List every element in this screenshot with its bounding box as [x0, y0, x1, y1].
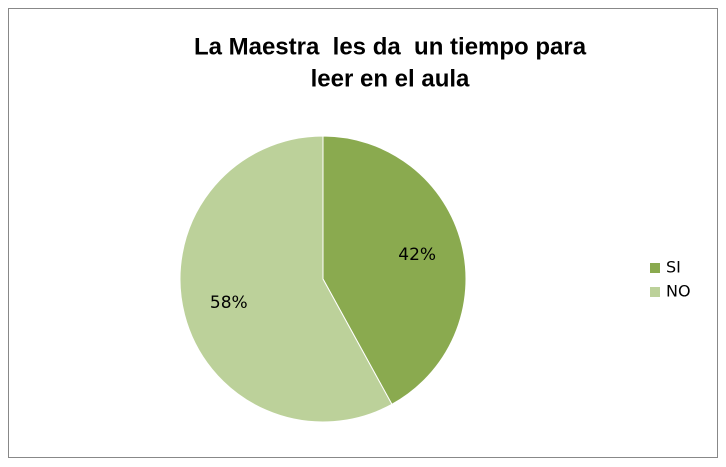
- legend-swatch: [650, 287, 660, 297]
- chart-title: leer en el aula: [311, 65, 470, 92]
- legend-label: NO: [666, 282, 691, 301]
- pie-slice: [322, 135, 467, 405]
- legend-swatch: [650, 263, 660, 273]
- data-label: 42%: [398, 245, 436, 265]
- pie-slice: [179, 135, 393, 423]
- chart-title: La Maestra les da un tiempo para: [194, 33, 587, 60]
- legend-label: SI: [666, 258, 681, 277]
- data-label: 58%: [210, 293, 248, 313]
